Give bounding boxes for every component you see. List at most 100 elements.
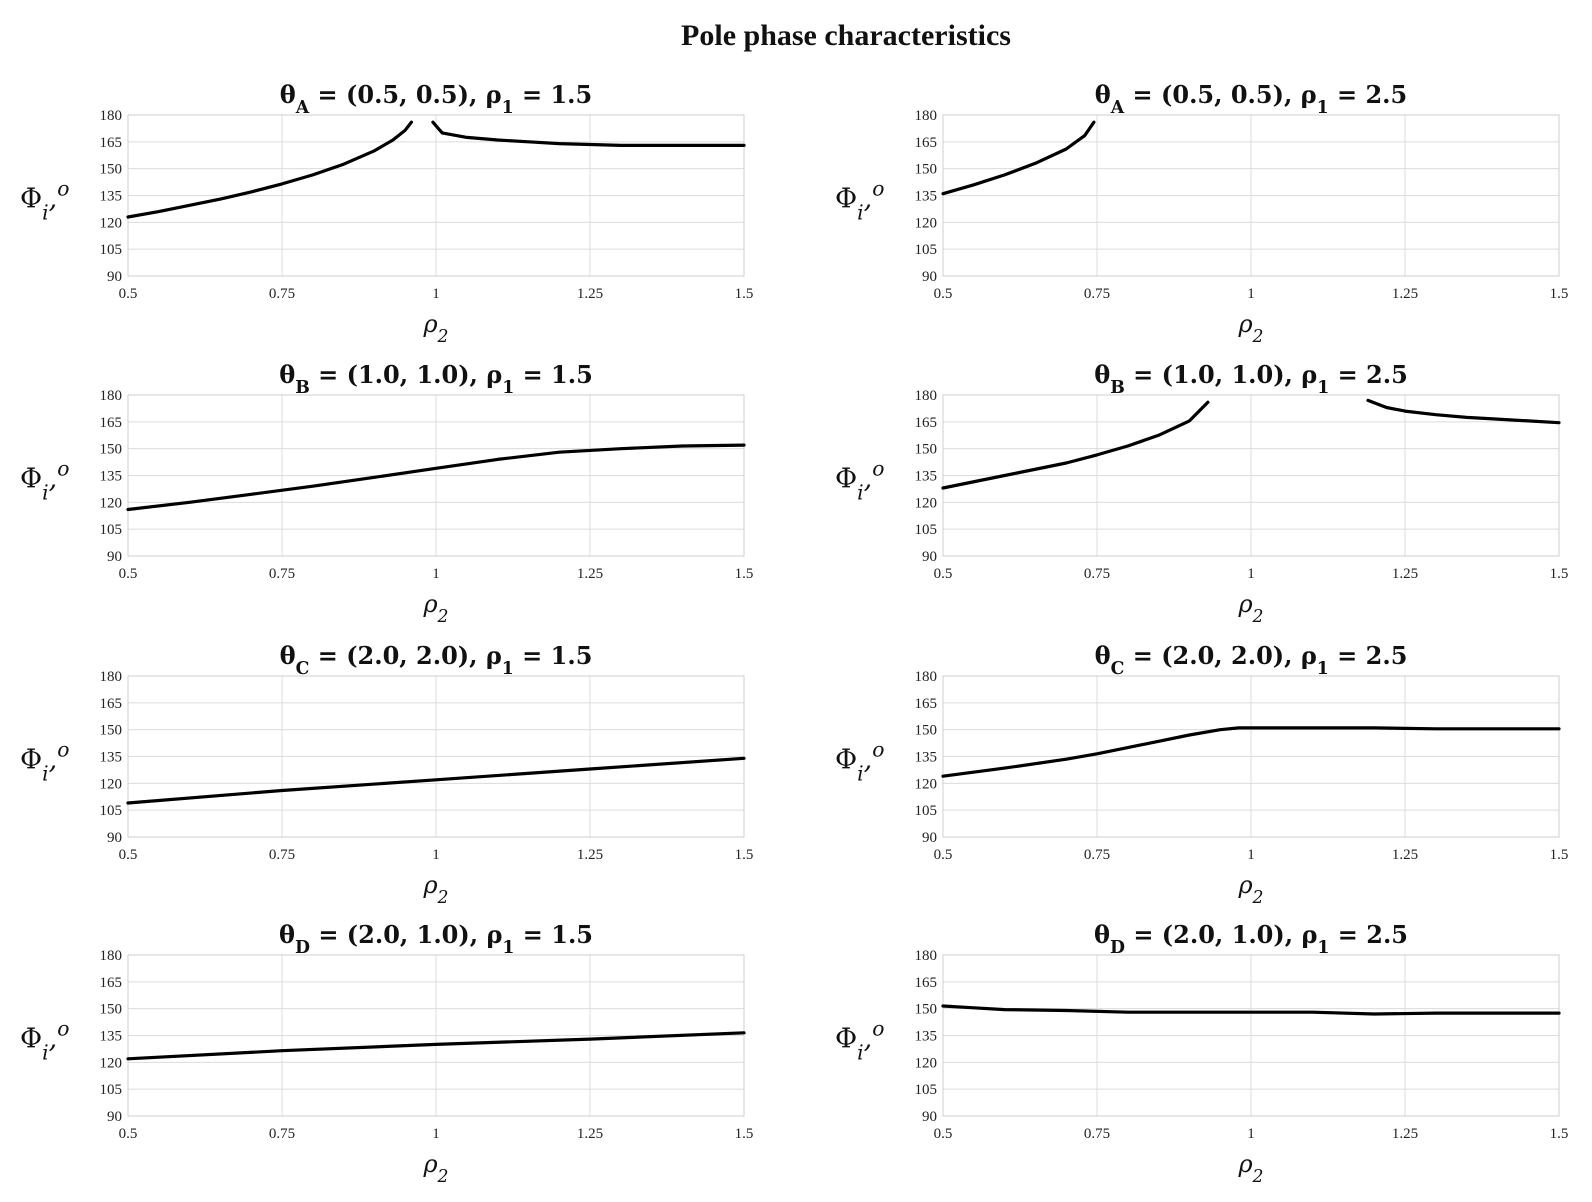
x-tick-label: 1.5 [735,847,754,863]
y-tick-label: 180 [100,388,123,404]
y-tick-label: 105 [915,1082,938,1098]
x-tick-label: 1.25 [577,847,603,863]
x-tick-label: 1 [432,847,440,863]
plot-frame [942,675,1560,838]
y-tick-label: 165 [100,975,123,991]
x-tick-label: 1 [432,1126,440,1142]
x-tick-label: 0.75 [269,1126,295,1142]
x-axis-label: ρ2 [422,310,448,347]
y-tick-label: 120 [915,215,938,231]
x-tick-label: 1.25 [1392,1126,1418,1142]
y-axis-label: Φi,o [20,177,69,225]
y-tick-label: 120 [100,495,123,511]
x-axis-label: ρ2 [1237,310,1263,347]
y-tick-label: 135 [915,469,938,485]
x-tick-label: 1.5 [735,286,754,302]
x-tick-label: 0.75 [269,566,295,582]
x-tick-label: 0.75 [1084,566,1110,582]
y-tick-label: 90 [107,269,122,285]
x-tick-label: 0.75 [1084,1126,1110,1142]
y-tick-label: 90 [107,549,122,565]
y-axis-label: Φi,o [835,457,884,505]
y-tick-label: 165 [100,415,123,431]
x-tick-label: 0.75 [1084,286,1110,302]
x-tick-label: 1.25 [1392,847,1418,863]
series-line-segment-1 [941,726,1561,778]
x-tick-label: 1.5 [735,566,754,582]
plot-frame [127,954,745,1117]
panel-title: θB = (1.0, 1.0), ρ1 = 2.5 [1094,360,1408,398]
x-tick-label: 1.5 [1550,1126,1569,1142]
y-tick-label: 150 [100,1002,123,1018]
x-tick-label: 0.5 [119,566,138,582]
x-axis-label: ρ2 [1237,871,1263,908]
y-tick-label: 150 [100,723,123,739]
y-tick-label: 180 [915,108,938,124]
plot-frame [127,114,745,277]
x-axis-label: ρ2 [422,871,448,908]
y-tick-label: 180 [915,388,938,404]
x-tick-label: 0.75 [269,286,295,302]
series-line-segment-2 [431,120,746,147]
plot-frame [127,675,745,838]
y-tick-label: 120 [915,495,938,511]
y-tick-label: 135 [100,469,123,485]
y-tick-label: 150 [915,1002,938,1018]
x-tick-label: 1.5 [1550,566,1569,582]
y-axis-label: Φi,o [20,738,69,786]
chart-panels: θA = (0.5, 0.5), ρ1 = 1.5 90 105 120 135 150 1… [20,80,1568,1187]
panel-title: θD = (2.0, 1.0), ρ1 = 1.5 [279,920,593,958]
x-tick-label: 0.5 [119,286,138,302]
y-tick-label: 135 [100,1029,123,1045]
x-tick-label: 1 [432,566,440,582]
y-tick-label: 165 [915,135,938,151]
y-tick-label: 180 [100,948,123,964]
y-tick-label: 105 [100,242,123,258]
series-line-segment-1 [941,1004,1561,1016]
y-tick-label: 150 [915,162,938,178]
x-tick-label: 1.25 [577,566,603,582]
y-tick-label: 135 [915,189,938,205]
y-tick-label: 120 [915,776,938,792]
y-tick-label: 165 [915,415,938,431]
y-tick-label: 135 [100,189,123,205]
x-tick-label: 0.5 [119,847,138,863]
y-tick-label: 90 [107,1109,122,1125]
y-tick-label: 90 [922,269,937,285]
x-tick-label: 1.25 [577,1126,603,1142]
y-axis-label: Φi,o [20,1017,69,1065]
y-axis-label: Φi,o [835,1017,884,1065]
chart-panel-7: θD = (2.0, 1.0), ρ1 = 1.5 90 105 120 135 150 1… [20,920,753,1187]
x-tick-label: 1 [1247,286,1255,302]
x-axis-label: ρ2 [422,1150,448,1187]
series-line-segment-1 [941,400,1210,490]
x-tick-label: 0.5 [934,847,953,863]
y-tick-label: 150 [100,162,123,178]
y-tick-label: 180 [915,948,938,964]
x-tick-label: 0.5 [934,286,953,302]
plot-frame [942,114,1560,277]
plot-frame [942,394,1560,557]
x-tick-label: 1.5 [1550,847,1569,863]
x-tick-label: 0.75 [1084,847,1110,863]
x-tick-label: 0.5 [934,1126,953,1142]
plot-frame [942,954,1560,1117]
y-tick-label: 165 [100,696,123,712]
panel-title: θA = (0.5, 0.5), ρ1 = 1.5 [280,80,592,118]
x-tick-label: 1 [1247,1126,1255,1142]
figure-title: Pole phase characteristics [681,19,1011,52]
y-tick-label: 135 [100,750,123,766]
series-line-segment-1 [126,120,413,219]
panel-title: θD = (2.0, 1.0), ρ1 = 2.5 [1094,920,1408,958]
x-tick-label: 0.5 [119,1126,138,1142]
x-tick-label: 1 [1247,847,1255,863]
x-tick-label: 1.5 [735,1126,754,1142]
y-tick-label: 120 [100,776,123,792]
chart-panel-4: θB = (1.0, 1.0), ρ1 = 2.5 90 105 120 135 150 1… [835,360,1568,627]
y-tick-label: 105 [915,522,938,538]
y-tick-label: 105 [100,1082,123,1098]
x-tick-label: 1.25 [577,286,603,302]
series-line-segment-1 [126,443,746,512]
y-axis-label: Φi,o [835,738,884,786]
